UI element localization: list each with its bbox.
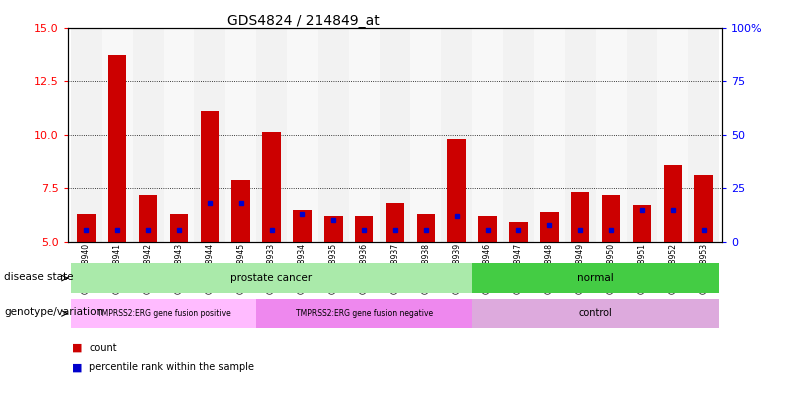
Bar — [170, 214, 188, 242]
Text: GDS4824 / 214849_at: GDS4824 / 214849_at — [227, 14, 380, 28]
Bar — [195, 28, 225, 242]
Bar — [441, 28, 472, 242]
Bar — [571, 193, 590, 242]
Bar — [318, 28, 349, 242]
Text: disease state: disease state — [4, 272, 73, 282]
Bar — [478, 216, 497, 242]
Text: TMPRSS2:ERG gene fusion negative: TMPRSS2:ERG gene fusion negative — [295, 309, 433, 318]
Bar — [595, 28, 626, 242]
Bar — [349, 28, 380, 242]
Bar — [256, 28, 287, 242]
Bar — [263, 132, 281, 242]
Bar — [565, 28, 595, 242]
Text: genotype/variation: genotype/variation — [4, 307, 103, 318]
Bar — [602, 195, 620, 242]
Bar — [664, 165, 682, 242]
Text: ■: ■ — [72, 362, 82, 373]
Bar — [472, 28, 503, 242]
Bar — [633, 205, 651, 242]
Bar — [658, 28, 688, 242]
Text: count: count — [89, 343, 117, 353]
Bar — [540, 212, 559, 242]
Bar — [293, 209, 312, 242]
Bar — [200, 111, 219, 242]
Bar — [287, 28, 318, 242]
Bar — [256, 299, 472, 328]
Bar — [448, 139, 466, 242]
Bar — [410, 28, 441, 242]
Bar — [626, 28, 658, 242]
Bar — [324, 216, 342, 242]
Text: prostate cancer: prostate cancer — [231, 273, 313, 283]
Bar — [71, 28, 102, 242]
Bar — [231, 180, 250, 242]
Text: control: control — [579, 309, 613, 318]
Bar — [694, 175, 713, 242]
Text: normal: normal — [577, 273, 614, 283]
Bar — [385, 203, 405, 242]
Bar — [71, 263, 472, 293]
Bar — [164, 28, 195, 242]
Bar — [688, 28, 719, 242]
Bar — [71, 299, 256, 328]
Text: ■: ■ — [72, 343, 82, 353]
Bar — [77, 214, 96, 242]
Bar — [472, 263, 719, 293]
Bar — [139, 195, 157, 242]
Bar — [417, 214, 435, 242]
Bar — [472, 299, 719, 328]
Bar — [355, 216, 373, 242]
Bar — [534, 28, 565, 242]
Text: TMPRSS2:ERG gene fusion positive: TMPRSS2:ERG gene fusion positive — [97, 309, 231, 318]
Bar — [509, 222, 527, 242]
Bar — [225, 28, 256, 242]
Bar — [380, 28, 410, 242]
Bar — [102, 28, 132, 242]
Bar — [503, 28, 534, 242]
Text: percentile rank within the sample: percentile rank within the sample — [89, 362, 255, 373]
Bar — [132, 28, 164, 242]
Bar — [108, 55, 126, 242]
